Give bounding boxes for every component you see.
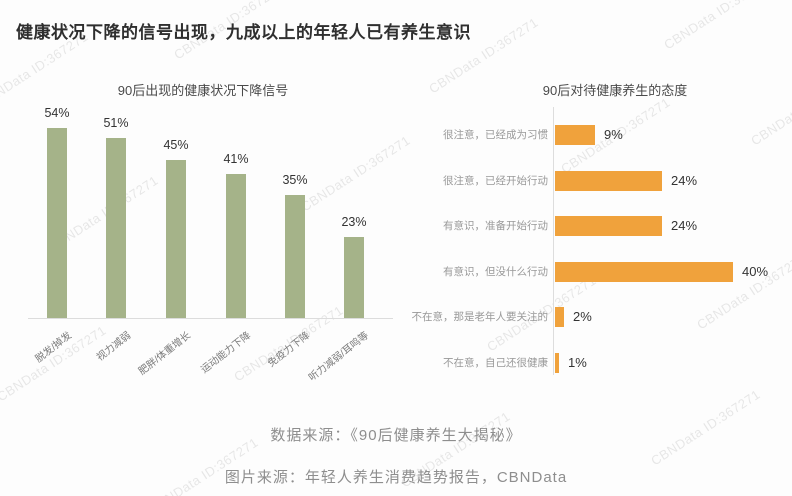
signal-category-label: 脱发/掉发 bbox=[33, 330, 75, 366]
attitude-bar bbox=[555, 262, 733, 282]
attitude-category-label: 不在意，自己还很健康 bbox=[443, 357, 548, 369]
signal-bar bbox=[226, 174, 246, 318]
signal-bar bbox=[166, 160, 186, 318]
signal-bar bbox=[47, 128, 67, 318]
attitude-bar bbox=[555, 216, 662, 236]
signals-x-axis bbox=[28, 318, 393, 319]
signals-chart-plot: 54% 脱发/掉发 51% 视力减弱 45% 肥胖/体重增长 41% 运动能力下降 35% 免疫力… bbox=[28, 105, 393, 384]
attitude-value-label: 2% bbox=[573, 309, 592, 324]
signal-bar bbox=[106, 138, 126, 318]
page-title: 健康状况下降的信号出现，九成以上的年轻人已有养生意识 bbox=[16, 23, 471, 42]
signal-category-label: 免疫力下降 bbox=[266, 330, 313, 370]
attitude-category-label: 很注意，已经开始行动 bbox=[443, 175, 548, 187]
image-source-caption: 图片来源：年轻人养生消费趋势报告，CBNData bbox=[224, 469, 568, 486]
attitude-value-label: 1% bbox=[568, 355, 587, 370]
signal-category-label: 听力减弱/耳鸣等 bbox=[307, 330, 372, 384]
signal-value-label: 23% bbox=[341, 215, 367, 229]
watermark-text: CBNData ID:367271 bbox=[661, 0, 776, 53]
attitude-value-label: 40% bbox=[742, 264, 769, 279]
attitude-category-label: 有意识，准备开始行动 bbox=[443, 220, 548, 232]
signal-category-label: 肥胖/体重增长 bbox=[136, 330, 194, 378]
attitude-bar bbox=[555, 307, 564, 327]
attitude-bar bbox=[555, 125, 595, 145]
signals-chart-title: 90后出现的健康状况下降信号 bbox=[117, 83, 289, 98]
signal-value-label: 45% bbox=[163, 138, 189, 152]
data-source-caption: 数据来源：《90后健康养生大揭秘》 bbox=[270, 427, 522, 444]
signal-bar bbox=[285, 195, 305, 318]
signal-value-label: 51% bbox=[103, 116, 129, 130]
attitude-bar bbox=[555, 171, 662, 191]
attitude-value-label: 9% bbox=[604, 127, 623, 142]
signal-value-label: 35% bbox=[282, 173, 308, 187]
signal-value-label: 41% bbox=[223, 152, 249, 166]
attitude-category-label: 不在意，那是老年人要关注的 bbox=[411, 311, 549, 323]
signal-value-label: 54% bbox=[44, 106, 70, 120]
attitude-bar bbox=[555, 353, 559, 373]
attitude-y-axis bbox=[553, 107, 554, 375]
attitude-chart-plot: 很注意，已经成为习惯 9% 很注意，已经开始行动 24% 有意识，准备开始行动 24% 有意… bbox=[412, 107, 792, 383]
attitude-chart-title: 90后对待健康养生的态度 bbox=[542, 83, 688, 98]
signal-category-label: 运动能力下降 bbox=[199, 330, 254, 376]
attitude-category-label: 很注意，已经成为习惯 bbox=[443, 129, 548, 141]
attitude-value-label: 24% bbox=[671, 173, 698, 188]
signal-category-label: 视力减弱 bbox=[94, 330, 134, 364]
signal-bar bbox=[344, 237, 364, 318]
attitude-value-label: 24% bbox=[671, 218, 698, 233]
attitude-category-label: 有意识，但没什么行动 bbox=[443, 266, 548, 278]
